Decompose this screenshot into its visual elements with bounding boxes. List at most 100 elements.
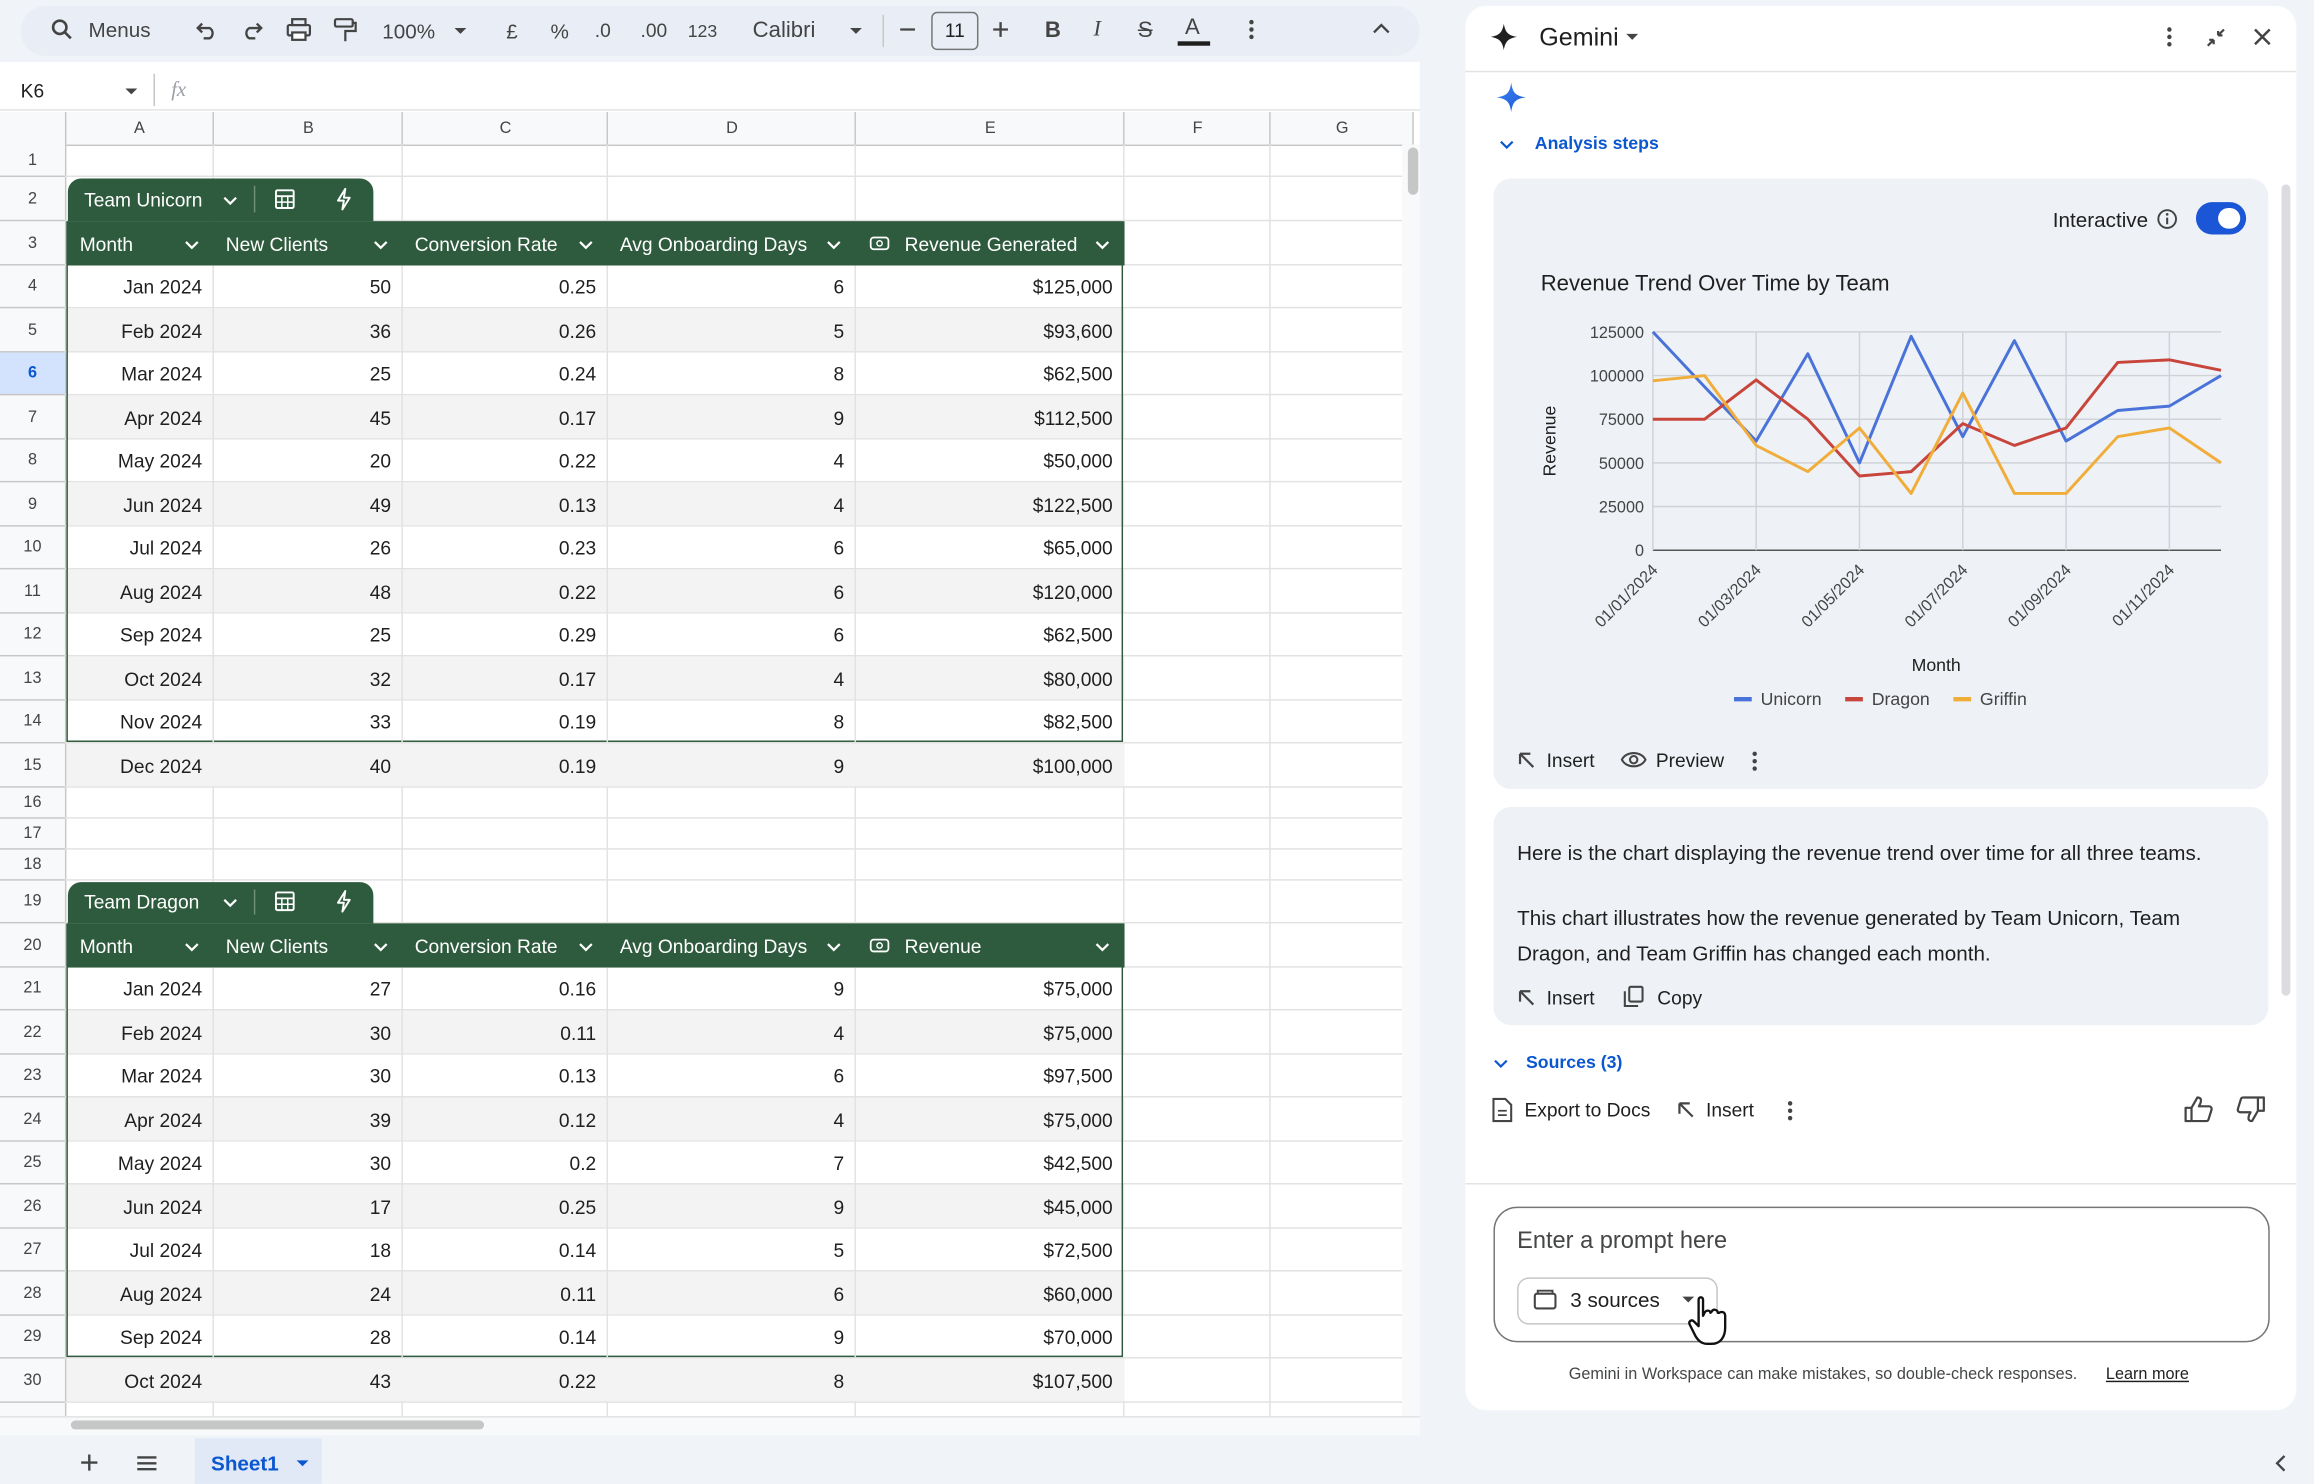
currency-format[interactable]: £ (506, 21, 518, 42)
table-cell[interactable]: 0.19 (403, 756, 596, 775)
row-number[interactable]: 27 (0, 1242, 65, 1258)
redo-icon[interactable] (241, 19, 265, 40)
chart-preview[interactable]: Preview (1656, 751, 1724, 770)
dropdown-arrow[interactable] (453, 27, 468, 36)
prompt-placeholder[interactable]: Enter a prompt here (1517, 1230, 1727, 1254)
row-number[interactable]: 13 (0, 671, 65, 687)
row-number[interactable]: 29 (0, 1329, 65, 1345)
horizontal-scroll-thumb[interactable] (71, 1421, 484, 1430)
analysis-steps[interactable]: Analysis steps (1535, 134, 1659, 152)
paint-format-icon[interactable] (334, 18, 358, 43)
dropdown-chevron[interactable] (223, 897, 238, 909)
row-number[interactable]: 8 (0, 453, 65, 469)
dropdown-chevron[interactable] (1499, 139, 1514, 151)
table-cell[interactable]: $107,500 (856, 1371, 1113, 1390)
toggle-knob[interactable] (2218, 208, 2240, 229)
dropdown-chevron[interactable] (1493, 1058, 1508, 1070)
vertical-scroll-thumb[interactable] (1408, 148, 1418, 195)
sheet-tab-name[interactable]: Sheet1 (211, 1453, 279, 1474)
zoom[interactable]: 100% (382, 21, 435, 42)
name-box[interactable]: K6 (21, 81, 44, 100)
font-family[interactable]: Calibri (753, 19, 816, 41)
row-number[interactable]: 4 (0, 279, 65, 295)
response-insert[interactable]: Insert (1706, 1100, 1754, 1119)
row-number[interactable]: 15 (0, 758, 65, 774)
percent-format[interactable]: % (550, 21, 568, 42)
table-name[interactable]: Team Unicorn (84, 190, 202, 209)
add-sheet[interactable] (80, 1453, 99, 1472)
insert-icon[interactable] (1517, 751, 1536, 770)
table-cell[interactable]: 0.22 (403, 1371, 596, 1390)
table-smart-icon[interactable] (334, 890, 355, 914)
table-cell[interactable]: 8 (608, 1371, 844, 1390)
print-icon[interactable] (286, 18, 311, 42)
table-cell[interactable]: 43 (214, 1371, 391, 1390)
panel-close[interactable] (2252, 27, 2273, 48)
row-number[interactable]: 14 (0, 714, 65, 730)
row-number[interactable]: 6 (0, 366, 65, 382)
decrease-font-size[interactable] (897, 19, 918, 40)
gemini-title[interactable]: Gemini (1539, 25, 1618, 50)
decrease-decimal[interactable]: .0 (595, 21, 611, 40)
row-number[interactable]: 1 (0, 153, 65, 169)
font-size[interactable]: 11 (931, 21, 978, 40)
sources-toggle[interactable]: Sources (3) (1526, 1053, 1622, 1071)
message-insert[interactable]: Insert (1547, 988, 1595, 1007)
message-copy[interactable]: Copy (1657, 988, 1702, 1007)
undo-icon[interactable] (195, 19, 219, 40)
row-number[interactable]: 23 (0, 1068, 65, 1084)
table-calc-icon[interactable] (274, 189, 295, 210)
row-number[interactable]: 22 (0, 1025, 65, 1041)
bold[interactable]: B (1045, 19, 1061, 41)
insert-icon[interactable] (1676, 1100, 1695, 1119)
strikethrough[interactable]: S (1138, 19, 1153, 41)
all-sheets[interactable] (136, 1454, 158, 1472)
export-to-docs[interactable]: Export to Docs (1524, 1100, 1650, 1119)
panel-more[interactable] (2165, 25, 2174, 49)
row-number[interactable]: 3 (0, 236, 65, 252)
search-icon[interactable] (50, 18, 74, 42)
column-letter[interactable]: E (856, 121, 1125, 137)
row-number[interactable]: 9 (0, 497, 65, 513)
table-cell[interactable]: Oct 2024 (65, 1371, 202, 1390)
table-cell[interactable]: 9 (608, 756, 844, 775)
dropdown-arrow[interactable] (849, 27, 864, 36)
dropdown-arrow[interactable] (124, 87, 139, 96)
row-number[interactable]: 25 (0, 1155, 65, 1171)
table-cell[interactable]: $100,000 (856, 756, 1113, 775)
table-calc-icon[interactable] (274, 891, 295, 912)
row-number[interactable]: 11 (0, 584, 65, 600)
number-format[interactable]: 123 (688, 22, 718, 40)
panel-scrollbar[interactable] (2282, 184, 2291, 995)
collapse-panel[interactable] (2273, 1454, 2288, 1472)
italic[interactable]: I (1094, 19, 1101, 41)
text-color[interactable]: A (1185, 16, 1200, 38)
row-number[interactable]: 5 (0, 323, 65, 339)
row-number[interactable]: 7 (0, 410, 65, 426)
row-number[interactable]: 16 (0, 795, 65, 811)
row-number[interactable]: 30 (0, 1373, 65, 1389)
column-letter[interactable]: C (403, 121, 608, 137)
dropdown-arrow[interactable] (295, 1459, 310, 1468)
insert-icon[interactable] (1517, 988, 1536, 1007)
chart-insert[interactable]: Insert (1547, 751, 1595, 770)
thumbs-down[interactable] (2236, 1096, 2266, 1123)
dropdown-chevron[interactable] (223, 195, 238, 207)
column-letter[interactable]: B (214, 121, 403, 137)
row-number[interactable]: 21 (0, 981, 65, 997)
learn-more[interactable]: Learn more (2106, 1367, 2189, 1383)
chart-more[interactable] (1750, 749, 1759, 773)
increase-font-size[interactable] (990, 19, 1011, 40)
table-smart-icon[interactable] (334, 187, 355, 211)
row-number[interactable]: 12 (0, 627, 65, 643)
table-name[interactable]: Team Dragon (84, 893, 199, 912)
row-number[interactable]: 2 (0, 192, 65, 208)
preview-icon[interactable] (1620, 749, 1647, 770)
more-icon[interactable] (1247, 18, 1256, 42)
sources-chip-label[interactable]: 3 sources (1570, 1289, 1660, 1310)
row-number[interactable]: 24 (0, 1112, 65, 1128)
sources-chip-icon[interactable] (1533, 1288, 1557, 1310)
response-more[interactable] (1786, 1099, 1795, 1123)
table-cell[interactable]: Dec 2024 (65, 756, 202, 775)
column-letter[interactable]: D (608, 121, 856, 137)
